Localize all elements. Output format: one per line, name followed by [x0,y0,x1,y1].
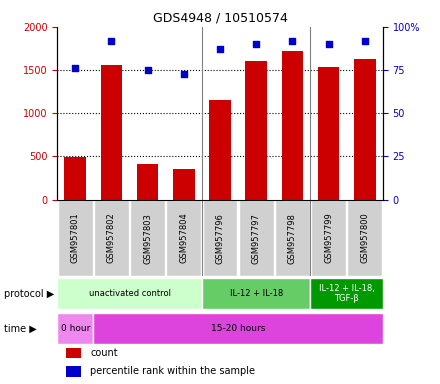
Bar [173,169,194,200]
Bar [94,200,129,276]
Bar [318,68,339,200]
Bar [130,200,165,276]
Text: GSM957800: GSM957800 [360,213,369,263]
Bar [101,65,122,200]
Text: percentile rank within the sample: percentile rank within the sample [90,366,255,376]
Point [361,38,368,44]
Bar [246,61,267,200]
Text: GSM957801: GSM957801 [71,213,80,263]
Text: unactivated control: unactivated control [88,289,171,298]
Text: 0 hour: 0 hour [61,324,90,333]
Bar [354,59,376,200]
Bar [311,278,383,310]
Point [72,65,79,71]
Text: IL-12 + IL-18,
TGF-β: IL-12 + IL-18, TGF-β [319,284,374,303]
Bar [93,313,383,344]
Bar [57,313,93,344]
Text: IL-12 + IL-18: IL-12 + IL-18 [230,289,283,298]
Bar [64,157,86,200]
Point [180,71,187,77]
Bar [275,200,310,276]
Bar [203,200,237,276]
Bar [202,278,311,310]
Text: GSM957797: GSM957797 [252,213,260,263]
Bar [239,200,274,276]
Point [253,41,260,47]
Text: 15-20 hours: 15-20 hours [211,324,265,333]
Bar [57,278,202,310]
Bar [282,51,303,200]
Text: GSM957799: GSM957799 [324,213,333,263]
Bar [66,366,81,377]
Text: GSM957798: GSM957798 [288,213,297,263]
Text: GSM957802: GSM957802 [107,213,116,263]
Bar [58,200,93,276]
Point [108,38,115,44]
Bar [66,348,81,358]
Title: GDS4948 / 10510574: GDS4948 / 10510574 [153,11,287,24]
Bar [209,100,231,200]
Text: GSM957804: GSM957804 [180,213,188,263]
Point [289,38,296,44]
Bar [137,164,158,200]
Bar [311,200,346,276]
Bar [347,200,382,276]
Text: count: count [90,348,118,358]
Text: time ▶: time ▶ [4,323,37,333]
Point [216,46,224,53]
Text: GSM957796: GSM957796 [216,213,224,263]
Point [325,41,332,47]
Text: GSM957803: GSM957803 [143,213,152,263]
Bar [166,200,201,276]
Point [144,67,151,73]
Text: protocol ▶: protocol ▶ [4,289,55,299]
